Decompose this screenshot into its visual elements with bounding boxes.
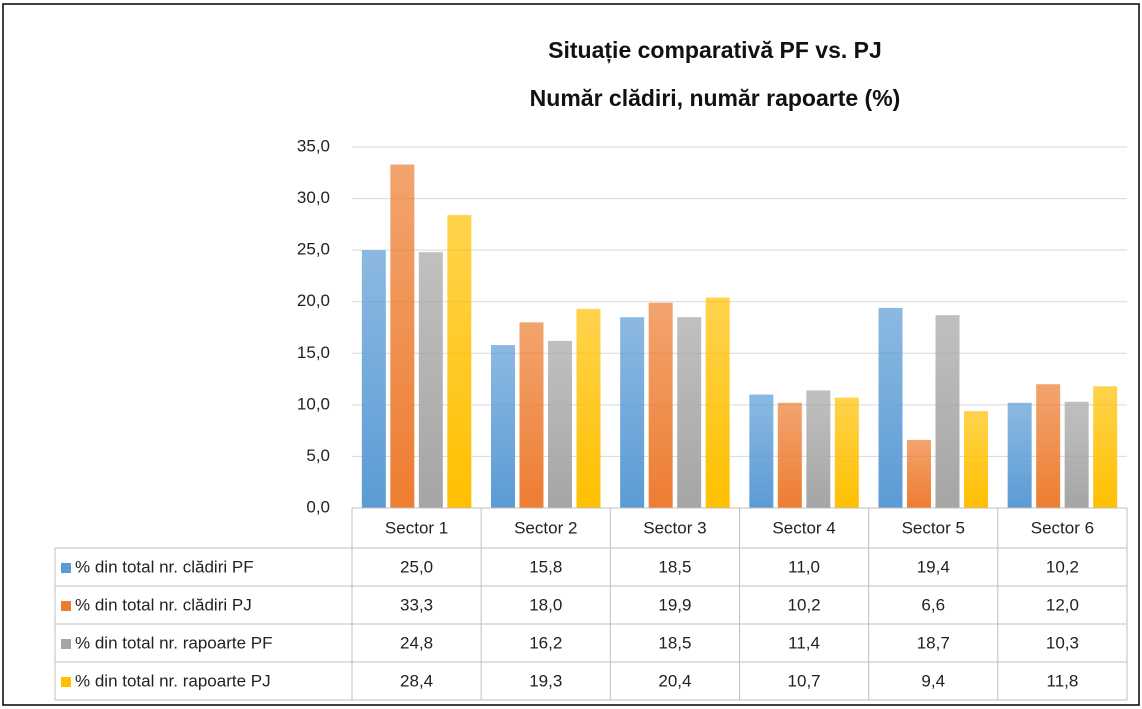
bar xyxy=(1093,386,1118,508)
table-cell: 11,4 xyxy=(788,633,820,652)
table-cell: 9,4 xyxy=(921,671,945,690)
legend-label: % din total nr. rapoarte PF xyxy=(75,633,273,652)
y-tick-label: 20,0 xyxy=(297,291,330,310)
table-cell: 10,7 xyxy=(788,671,821,690)
legend-label: % din total nr. clădiri PJ xyxy=(75,595,252,614)
y-tick-label: 30,0 xyxy=(297,188,330,207)
bar xyxy=(576,308,601,508)
table-cell: 10,2 xyxy=(1046,557,1079,576)
y-tick-label: 10,0 xyxy=(297,394,330,413)
bar xyxy=(878,307,903,508)
bar xyxy=(519,322,544,508)
x-tick-label: Sector 2 xyxy=(514,518,577,537)
table-cell: 18,0 xyxy=(529,595,562,614)
y-tick-label: 15,0 xyxy=(297,343,330,362)
legend-swatch xyxy=(61,601,71,611)
table-cell: 15,8 xyxy=(529,557,562,576)
bar xyxy=(1007,402,1032,508)
table-cell: 18,5 xyxy=(658,633,691,652)
bar xyxy=(806,390,831,508)
table-cell: 11,0 xyxy=(788,557,820,576)
legend-swatch xyxy=(61,677,71,687)
bar xyxy=(677,317,702,508)
table-cell: 24,8 xyxy=(400,633,433,652)
y-tick-label: 0,0 xyxy=(306,497,330,516)
bar xyxy=(1036,384,1061,508)
bar xyxy=(834,397,859,508)
table-cell: 19,3 xyxy=(529,671,562,690)
bar xyxy=(548,340,572,508)
x-tick-label: Sector 5 xyxy=(902,518,965,537)
y-tick-label: 5,0 xyxy=(306,446,330,465)
bar xyxy=(935,315,960,508)
legend-label: % din total nr. rapoarte PJ xyxy=(75,671,271,690)
table-cell: 25,0 xyxy=(400,557,433,576)
x-tick-label: Sector 3 xyxy=(643,518,706,537)
table-cell: 28,4 xyxy=(400,671,433,690)
table-cell: 11,8 xyxy=(1047,671,1079,690)
table-cell: 19,4 xyxy=(917,557,950,576)
x-tick-label: Sector 4 xyxy=(772,518,835,537)
legend-swatch xyxy=(61,639,71,649)
chart-title: Situație comparativă PF vs. PJ xyxy=(548,37,882,64)
bar xyxy=(447,215,472,508)
table-cell: 10,2 xyxy=(788,595,821,614)
x-tick-label: Sector 6 xyxy=(1031,518,1094,537)
bar xyxy=(777,402,802,508)
table-cell: 10,3 xyxy=(1046,633,1079,652)
x-tick-label: Sector 1 xyxy=(385,518,448,537)
table-cell: 18,7 xyxy=(917,633,950,652)
bar xyxy=(705,297,730,508)
table-cell: 33,3 xyxy=(400,595,433,614)
bar xyxy=(964,411,988,508)
legend-label: % din total nr. clădiri PF xyxy=(75,557,254,576)
chart-title: Număr clădiri, număr rapoarte (%) xyxy=(530,85,901,111)
bar xyxy=(749,394,774,508)
table-cell: 19,9 xyxy=(658,595,691,614)
table-cell: 20,4 xyxy=(658,671,691,690)
table-cell: 12,0 xyxy=(1046,595,1079,614)
y-tick-label: 35,0 xyxy=(297,136,330,155)
y-tick-label: 25,0 xyxy=(297,240,330,259)
bar xyxy=(620,317,645,508)
legend-swatch xyxy=(61,563,71,573)
bar xyxy=(390,164,415,508)
table-cell: 16,2 xyxy=(529,633,562,652)
bar xyxy=(1064,401,1089,508)
table-cell: 6,6 xyxy=(921,595,945,614)
bar xyxy=(361,250,386,508)
bar xyxy=(907,439,931,508)
bar xyxy=(418,252,443,508)
bar xyxy=(648,302,673,508)
table-cell: 18,5 xyxy=(658,557,691,576)
bar xyxy=(491,345,515,508)
